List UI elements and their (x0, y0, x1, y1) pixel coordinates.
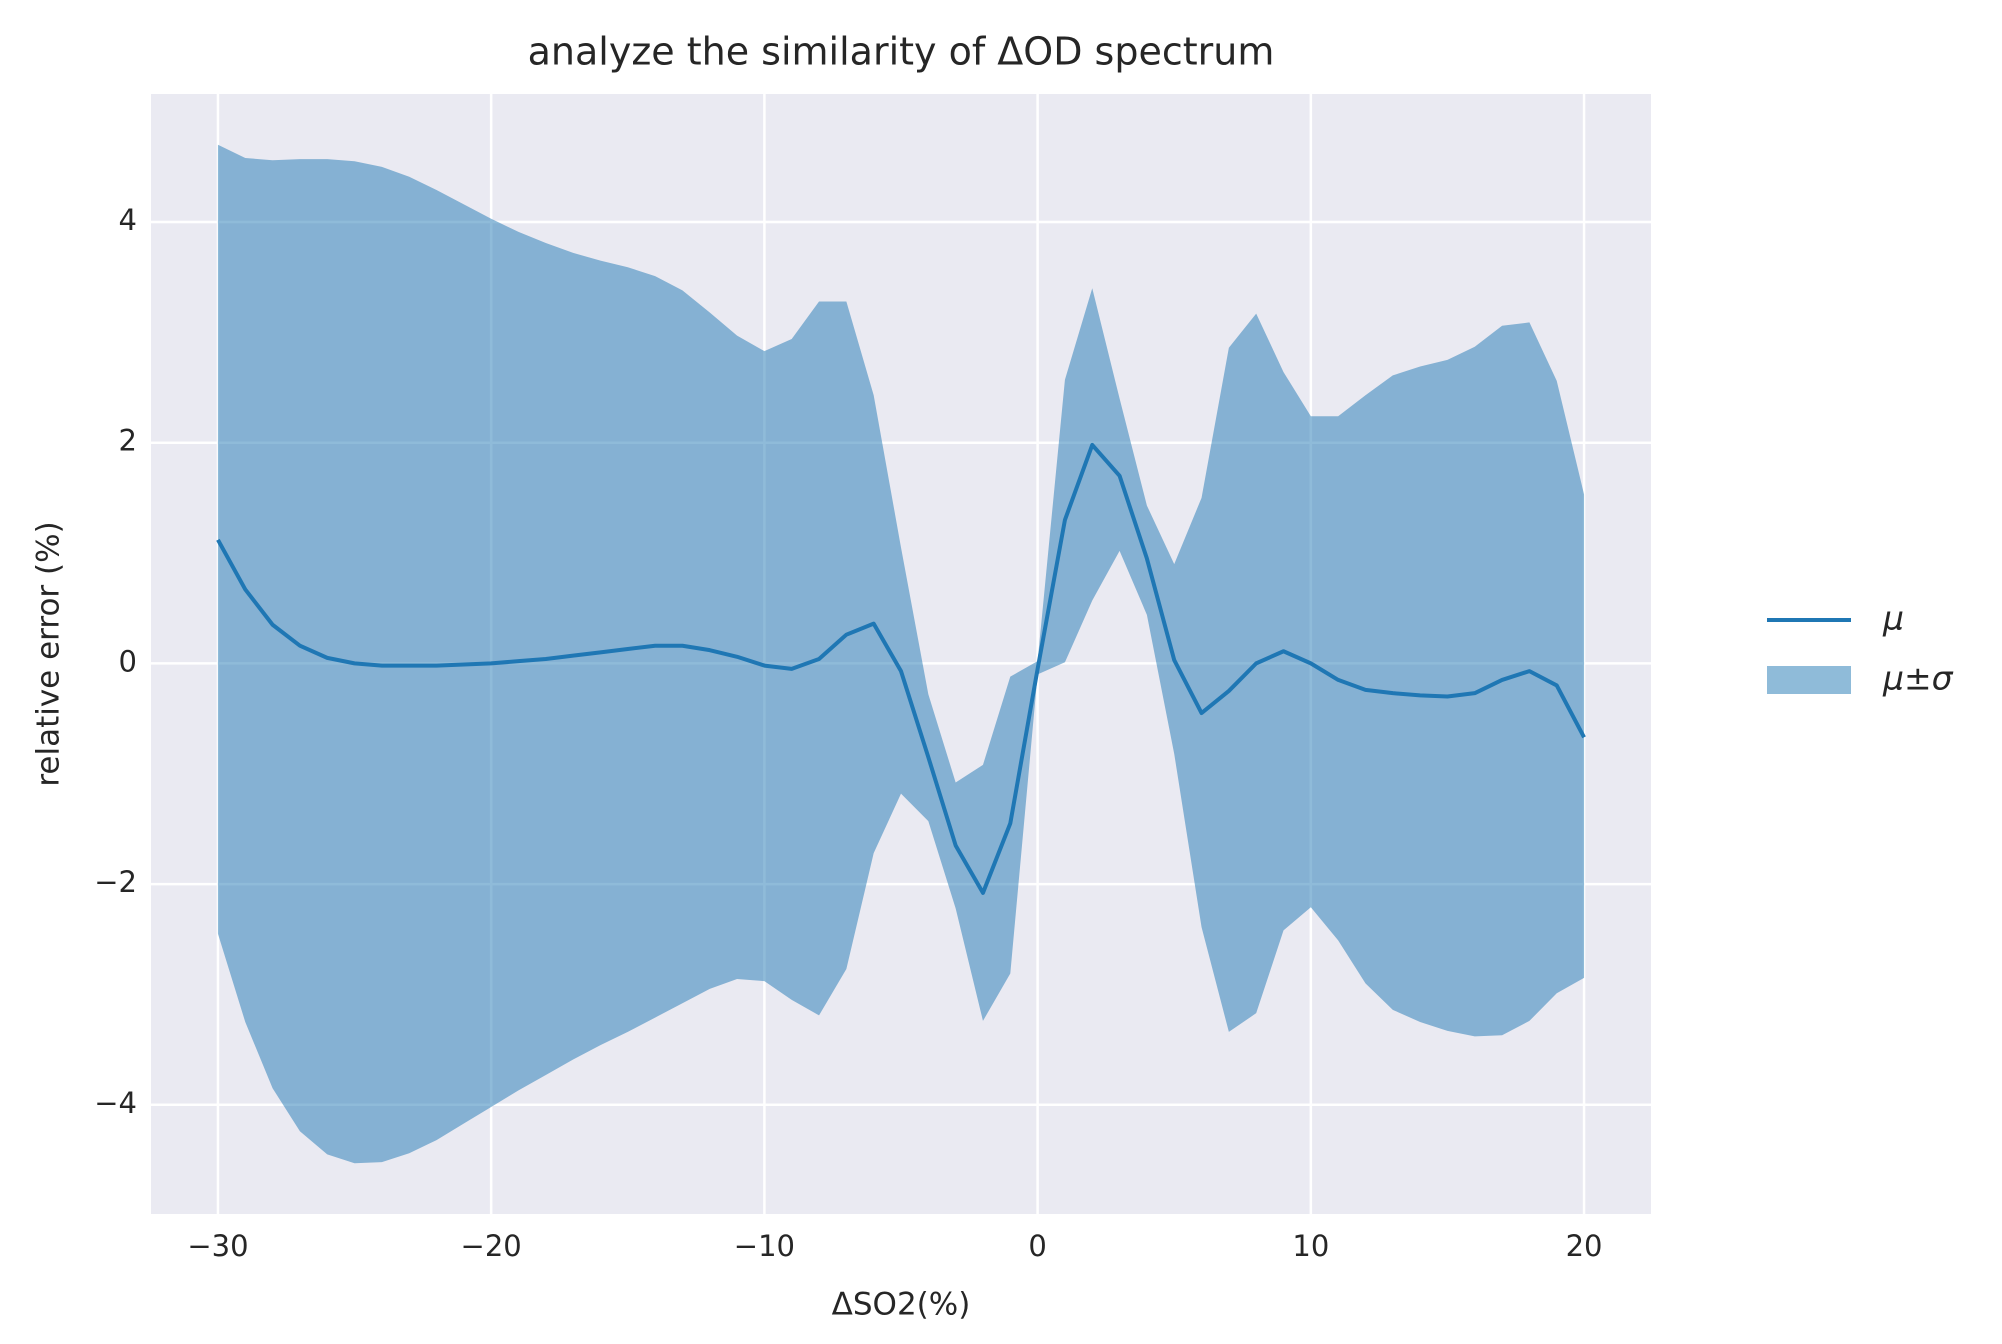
line (216, 442, 1586, 895)
x-tick-label: −30 (187, 1229, 248, 1263)
y-tick-label: 2 (119, 424, 137, 458)
x-tick-label: 0 (1028, 1229, 1046, 1263)
x-tick-label: 10 (1292, 1229, 1329, 1263)
y-tick-label: −4 (94, 1086, 137, 1120)
x-tick-label: 20 (1566, 1229, 1603, 1263)
y-axis-label: relative error (%) (31, 521, 67, 786)
x-axis-label: ΔSO2(%) (832, 1287, 971, 1323)
band (217, 144, 1585, 1164)
legend-swatch (1767, 666, 1851, 694)
legend-label: μ (1882, 599, 1904, 638)
legend-label: μ±σ (1882, 659, 1954, 698)
x-tick-label: −10 (734, 1229, 795, 1263)
y-tick-label: 0 (119, 644, 137, 678)
y-tick-label: −2 (94, 865, 137, 899)
x-tick-label: −20 (461, 1229, 522, 1263)
y-tick-label: 4 (119, 203, 137, 237)
chart-title: analyze the similarity of ΔOD spectrum (528, 30, 1275, 74)
